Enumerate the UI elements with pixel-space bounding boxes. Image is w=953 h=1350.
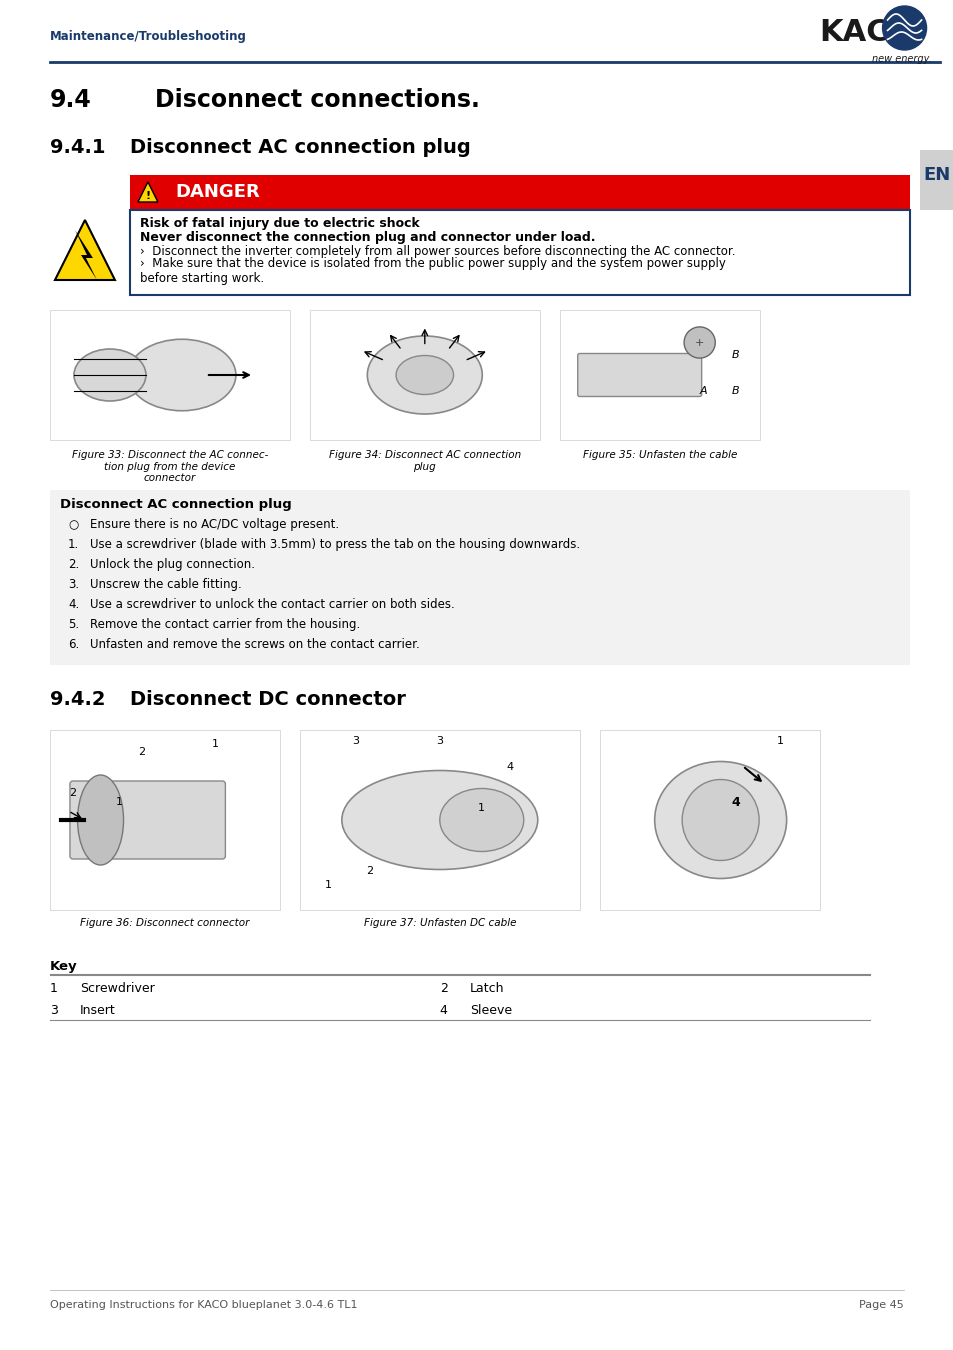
Text: Use a screwdriver (blade with 3.5mm) to press the tab on the housing downwards.: Use a screwdriver (blade with 3.5mm) to … bbox=[90, 539, 579, 551]
Text: 1: 1 bbox=[212, 740, 219, 749]
Text: Screwdriver: Screwdriver bbox=[80, 981, 154, 995]
Text: 9.4: 9.4 bbox=[50, 88, 91, 112]
FancyBboxPatch shape bbox=[919, 150, 953, 211]
Text: 4: 4 bbox=[439, 1004, 447, 1017]
FancyBboxPatch shape bbox=[50, 730, 279, 910]
FancyBboxPatch shape bbox=[310, 310, 539, 440]
Text: 2: 2 bbox=[138, 747, 146, 756]
FancyBboxPatch shape bbox=[50, 310, 290, 440]
FancyBboxPatch shape bbox=[299, 730, 579, 910]
Text: Sleeve: Sleeve bbox=[469, 1004, 512, 1017]
Text: Disconnect AC connection plug: Disconnect AC connection plug bbox=[60, 498, 292, 512]
Text: 2.: 2. bbox=[68, 558, 79, 571]
Text: Insert: Insert bbox=[80, 1004, 115, 1017]
Text: 1: 1 bbox=[115, 796, 122, 807]
Text: Risk of fatal injury due to electric shock: Risk of fatal injury due to electric sho… bbox=[140, 217, 419, 230]
FancyBboxPatch shape bbox=[599, 730, 819, 910]
Ellipse shape bbox=[439, 788, 523, 852]
Text: 1: 1 bbox=[50, 981, 58, 995]
Text: Disconnect connections.: Disconnect connections. bbox=[154, 88, 479, 112]
Polygon shape bbox=[75, 230, 97, 279]
Text: Operating Instructions for KACO blueplanet 3.0-4.6 TL1: Operating Instructions for KACO blueplan… bbox=[50, 1300, 357, 1310]
Text: ›  Make sure that the device is isolated from the public power supply and the sy: › Make sure that the device is isolated … bbox=[140, 256, 725, 285]
Polygon shape bbox=[55, 220, 114, 279]
Text: new energy.: new energy. bbox=[871, 54, 930, 63]
Text: Unlock the plug connection.: Unlock the plug connection. bbox=[90, 558, 254, 571]
FancyBboxPatch shape bbox=[130, 176, 908, 211]
Text: Figure 36: Disconnect connector: Figure 36: Disconnect connector bbox=[80, 918, 250, 927]
Text: 2: 2 bbox=[439, 981, 447, 995]
Ellipse shape bbox=[341, 771, 537, 869]
Text: Remove the contact carrier from the housing.: Remove the contact carrier from the hous… bbox=[90, 618, 360, 630]
Text: Disconnect DC connector: Disconnect DC connector bbox=[130, 690, 405, 709]
Text: Key: Key bbox=[50, 960, 77, 973]
Text: Ensure there is no AC/DC voltage present.: Ensure there is no AC/DC voltage present… bbox=[90, 518, 338, 531]
Text: 4: 4 bbox=[731, 795, 740, 809]
Text: Figure 33: Disconnect the AC connec-
tion plug from the device
connector: Figure 33: Disconnect the AC connec- tio… bbox=[71, 450, 268, 483]
Text: EN: EN bbox=[922, 166, 949, 184]
Ellipse shape bbox=[77, 775, 123, 865]
Text: Use a screwdriver to unlock the contact carrier on both sides.: Use a screwdriver to unlock the contact … bbox=[90, 598, 455, 612]
Text: 2: 2 bbox=[70, 788, 76, 798]
Circle shape bbox=[683, 327, 715, 358]
Text: KACO: KACO bbox=[819, 18, 914, 47]
FancyBboxPatch shape bbox=[70, 782, 225, 859]
Text: 3: 3 bbox=[50, 1004, 58, 1017]
Text: Maintenance/Troubleshooting: Maintenance/Troubleshooting bbox=[50, 30, 247, 43]
Text: Never disconnect the connection plug and connector under load.: Never disconnect the connection plug and… bbox=[140, 231, 595, 244]
Circle shape bbox=[882, 5, 925, 50]
Ellipse shape bbox=[367, 336, 482, 414]
Polygon shape bbox=[138, 182, 158, 202]
Text: 9.4.1: 9.4.1 bbox=[50, 138, 106, 157]
Text: 6.: 6. bbox=[68, 639, 79, 651]
Text: !: ! bbox=[145, 190, 151, 201]
FancyBboxPatch shape bbox=[50, 490, 908, 666]
FancyBboxPatch shape bbox=[578, 354, 701, 397]
Text: 3: 3 bbox=[352, 736, 359, 747]
Text: Figure 35: Unfasten the cable: Figure 35: Unfasten the cable bbox=[582, 450, 736, 460]
Text: Figure 37: Unfasten DC cable: Figure 37: Unfasten DC cable bbox=[363, 918, 516, 927]
FancyBboxPatch shape bbox=[559, 310, 759, 440]
Text: 2: 2 bbox=[366, 865, 373, 876]
Text: Page 45: Page 45 bbox=[858, 1300, 902, 1310]
Ellipse shape bbox=[654, 761, 786, 879]
Text: A: A bbox=[700, 386, 707, 396]
Text: 5.: 5. bbox=[68, 618, 79, 630]
Ellipse shape bbox=[681, 779, 759, 860]
Ellipse shape bbox=[395, 355, 453, 394]
Text: 9.4.2: 9.4.2 bbox=[50, 690, 106, 709]
Text: Unscrew the cable fitting.: Unscrew the cable fitting. bbox=[90, 578, 241, 591]
Text: Latch: Latch bbox=[469, 981, 504, 995]
Text: 1: 1 bbox=[477, 803, 485, 813]
Ellipse shape bbox=[74, 350, 146, 401]
Text: ○: ○ bbox=[68, 518, 78, 531]
Text: 3.: 3. bbox=[68, 578, 79, 591]
FancyBboxPatch shape bbox=[130, 211, 908, 296]
Text: 4: 4 bbox=[506, 761, 513, 772]
Text: 1: 1 bbox=[776, 736, 782, 747]
Text: 1: 1 bbox=[324, 880, 331, 891]
Text: Unfasten and remove the screws on the contact carrier.: Unfasten and remove the screws on the co… bbox=[90, 639, 419, 651]
Text: Disconnect AC connection plug: Disconnect AC connection plug bbox=[130, 138, 470, 157]
Text: 1.: 1. bbox=[68, 539, 79, 551]
Text: 3: 3 bbox=[436, 736, 443, 747]
Text: Figure 34: Disconnect AC connection
plug: Figure 34: Disconnect AC connection plug bbox=[329, 450, 520, 471]
Text: B: B bbox=[731, 351, 739, 360]
Text: +: + bbox=[694, 338, 703, 347]
Ellipse shape bbox=[128, 339, 235, 410]
Text: B: B bbox=[731, 386, 739, 396]
Text: DANGER: DANGER bbox=[174, 184, 259, 201]
Text: ›  Disconnect the inverter completely from all power sources before disconnectin: › Disconnect the inverter completely fro… bbox=[140, 244, 735, 258]
Text: 4.: 4. bbox=[68, 598, 79, 612]
